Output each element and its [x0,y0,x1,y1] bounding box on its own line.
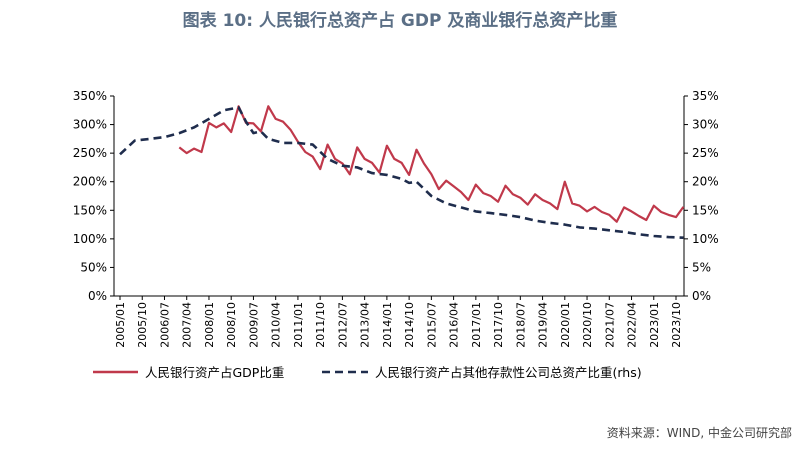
x-tick-label: 2008/01 [203,302,216,348]
x-tick-label: 2011/10 [314,302,327,348]
x-tick-label: 2006/07 [158,302,171,348]
right-tick-label: 20% [692,175,719,189]
right-tick-label: 5% [692,260,711,274]
series-lines [119,105,685,239]
x-tick-label: 2013/04 [359,302,372,348]
x-tick-label: 2017/01 [470,302,483,348]
x-tick-label: 2020/01 [559,302,572,348]
series-line-1 [178,105,685,223]
x-tick-label: 2023/01 [648,302,661,348]
x-tick-label: 2021/07 [603,302,616,348]
left-tick-label: 150% [73,203,107,217]
x-tick-label: 2011/01 [292,302,305,348]
source-note: 资料来源：WIND, 中金公司研究部 [606,426,792,440]
x-tick-label: 2020/10 [581,302,594,348]
x-tick-label: 2018/07 [514,302,527,348]
x-tick-label: 2008/10 [225,302,238,348]
legend-label-2: 人民银行资产占其他存款性公司总资产比重(rhs) [375,365,642,380]
x-tick-label: 2005/10 [136,302,149,348]
legend-label-1: 人民银行资产占GDP比重 [145,365,284,380]
left-tick-label: 250% [73,146,107,160]
x-tick-label: 2007/04 [181,302,194,348]
axes: 0% 50% 100% 150% 200% 250% 300% 350% 0% 5% 10% 15% 2… [73,89,719,348]
right-tick-label: 30% [692,118,719,132]
right-tick-label: 10% [692,232,719,246]
right-tick-label: 0% [692,289,711,303]
legend: 人民银行资产占GDP比重 人民银行资产占其他存款性公司总资产比重(rhs) [93,365,642,380]
right-tick-label: 35% [692,89,719,103]
x-tick-label: 2005/01 [114,302,127,348]
x-tick-label: 2009/07 [247,302,260,348]
x-tick-label: 2010/04 [270,302,283,348]
left-tick-label: 100% [73,232,107,246]
x-tick-label: 2016/04 [448,302,461,348]
chart-title: 图表 10: 人民银行总资产占 GDP 及商业银行总资产比重 [182,11,618,31]
x-tick-label: 2014/01 [381,302,394,348]
left-tick-label: 200% [73,175,107,189]
left-tick-label: 50% [80,260,107,274]
x-tick-label: 2017/10 [492,302,505,348]
series-line-2 [119,106,684,239]
left-tick-label: 0% [88,289,107,303]
x-tick-label: 2015/07 [425,302,438,348]
x-tick-label: 2012/07 [336,302,349,348]
x-tick-label: 2022/04 [626,302,639,348]
left-tick-label: 350% [73,89,107,103]
x-tick-label: 2019/04 [537,302,550,348]
x-tick-label: 2023/10 [670,302,683,348]
right-tick-label: 15% [692,203,719,217]
x-tick-label: 2014/10 [403,302,416,348]
right-tick-label: 25% [692,146,719,160]
left-tick-label: 300% [73,118,107,132]
